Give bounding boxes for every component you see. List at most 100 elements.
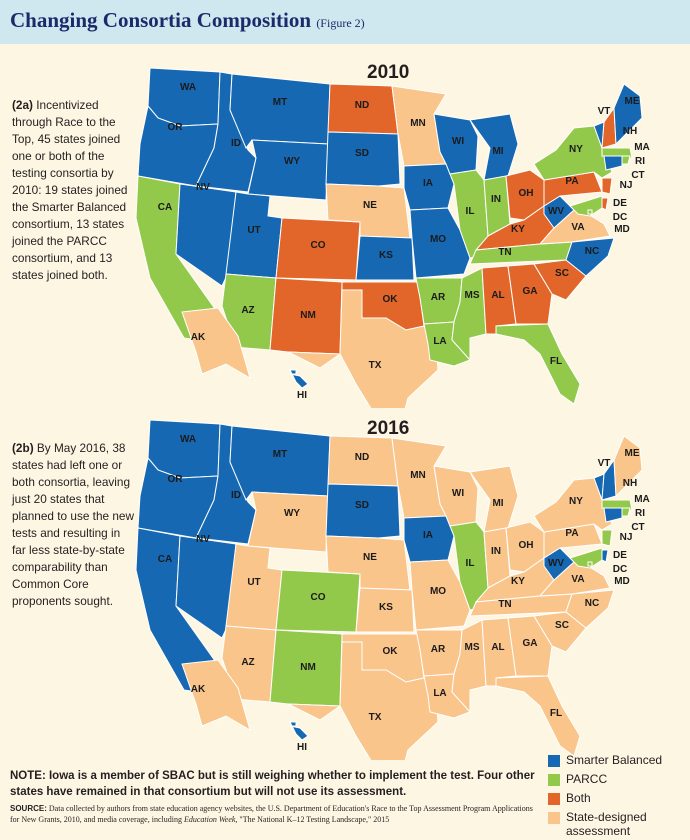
state-label-ar: AR	[431, 292, 446, 303]
state-nj	[601, 177, 613, 195]
state-label-ga: GA	[523, 286, 538, 297]
state-label-nc: NC	[585, 598, 599, 609]
state-label-hi: HI	[297, 390, 307, 401]
state-tx	[287, 641, 439, 760]
map-2010-description: (2a) Incentivized through Race to the To…	[12, 98, 128, 282]
state-label-vt: VT	[598, 106, 611, 117]
state-label-il: IL	[466, 206, 475, 217]
state-hi	[289, 369, 309, 389]
state-label-nd: ND	[355, 452, 369, 463]
state-label-wi: WI	[452, 136, 464, 147]
map-2016-description: (2b) By May 2016, 38 states had left one…	[12, 441, 134, 608]
state-label-mo: MO	[430, 586, 446, 597]
state-wa	[147, 68, 221, 127]
state-label-ct: CT	[631, 170, 644, 181]
state-label-ak: AK	[191, 332, 206, 343]
state-label-co: CO	[311, 592, 326, 603]
map-2010: WA OR CA NV ID MT WY UT AZ CO NM ND SD NE KS OK TX MN IA MO…	[135, 68, 650, 408]
note: NOTE: Iowa is a member of SBAC but is st…	[10, 770, 535, 798]
state-label-ks: KS	[379, 250, 393, 261]
state-label-nc: NC	[585, 246, 599, 257]
state-label-ne: NE	[363, 552, 377, 563]
state-label-ky: KY	[511, 576, 525, 587]
state-label-ms: MS	[465, 642, 480, 653]
state-label-mn: MN	[410, 470, 426, 481]
state-label-id: ID	[231, 138, 241, 149]
state-mo	[409, 559, 471, 631]
state-label-nm: NM	[300, 310, 316, 321]
state-label-ne: NE	[363, 200, 377, 211]
state-ri	[621, 507, 631, 517]
state-label-ok: OK	[383, 646, 399, 657]
state-label-dc: DC	[613, 212, 627, 223]
legend-item-parcc: PARCC	[548, 771, 688, 790]
state-ga	[507, 615, 553, 677]
state-hi	[289, 721, 309, 741]
state-label-mi: MI	[492, 498, 503, 509]
figure-title: Changing Consortia Composition (Figure 2…	[10, 8, 365, 32]
legend-swatch-parcc	[548, 774, 560, 786]
state-label-co: CO	[311, 240, 326, 251]
state-label-in: IN	[491, 546, 501, 557]
state-label-in: IN	[491, 194, 501, 205]
state-label-sc: SC	[555, 620, 569, 631]
state-label-ca: CA	[158, 202, 172, 213]
state-nj	[601, 529, 613, 547]
figure-label: (Figure 2)	[316, 16, 365, 30]
state-label-or: OR	[168, 122, 184, 133]
state-label-wv: WV	[548, 206, 564, 217]
state-fl	[495, 675, 581, 757]
state-nc	[565, 589, 615, 629]
state-label-de: DE	[613, 550, 627, 561]
state-dc	[587, 561, 593, 567]
state-label-ia: IA	[423, 178, 433, 189]
state-ct	[603, 507, 623, 523]
state-sd	[325, 483, 401, 539]
map-2016-title: 2016	[367, 418, 410, 439]
state-label-ms: MS	[465, 290, 480, 301]
legend: Smarter Balanced PARCC Both State-design…	[548, 752, 688, 839]
state-label-ri: RI	[635, 156, 645, 167]
state-label-mi: MI	[492, 146, 503, 157]
state-label-wy: WY	[284, 508, 300, 519]
state-label-ks: KS	[379, 602, 393, 613]
legend-swatch-both	[548, 793, 560, 805]
state-label-ma: MA	[634, 494, 650, 505]
state-label-vt: VT	[598, 458, 611, 469]
state-label-pa: PA	[565, 176, 578, 187]
state-label-sd: SD	[355, 148, 369, 159]
state-label-hi: HI	[297, 742, 307, 753]
state-label-wy: WY	[284, 156, 300, 167]
state-label-md: MD	[614, 224, 630, 235]
state-label-ca: CA	[158, 554, 172, 565]
state-label-sc: SC	[555, 268, 569, 279]
state-label-me: ME	[625, 96, 640, 107]
state-label-ut: UT	[247, 577, 260, 588]
map-2010-title: 2010	[367, 62, 410, 83]
state-label-az: AZ	[241, 657, 254, 668]
state-label-oh: OH	[519, 540, 534, 551]
state-label-nv: NV	[196, 182, 210, 193]
state-label-il: IL	[466, 558, 475, 569]
legend-item-sbac: Smarter Balanced	[548, 752, 688, 771]
state-mt	[229, 425, 331, 501]
legend-item-both: Both	[548, 790, 688, 809]
state-label-mt: MT	[273, 449, 287, 460]
state-label-tx: TX	[369, 360, 382, 371]
state-ak	[181, 659, 251, 732]
state-label-mt: MT	[273, 97, 287, 108]
state-label-la: LA	[433, 336, 446, 347]
state-tx	[287, 289, 439, 408]
state-label-ok: OK	[383, 294, 399, 305]
state-label-nm: NM	[300, 662, 316, 673]
state-label-ky: KY	[511, 224, 525, 235]
source: SOURCE: Data collected by authors from s…	[10, 804, 533, 824]
state-label-va: VA	[571, 574, 584, 585]
state-mt	[229, 73, 331, 149]
state-sc	[533, 611, 587, 653]
state-label-ar: AR	[431, 644, 446, 655]
state-label-wi: WI	[452, 488, 464, 499]
state-wa	[147, 420, 221, 479]
state-label-de: DE	[613, 198, 627, 209]
state-label-md: MD	[614, 576, 630, 587]
